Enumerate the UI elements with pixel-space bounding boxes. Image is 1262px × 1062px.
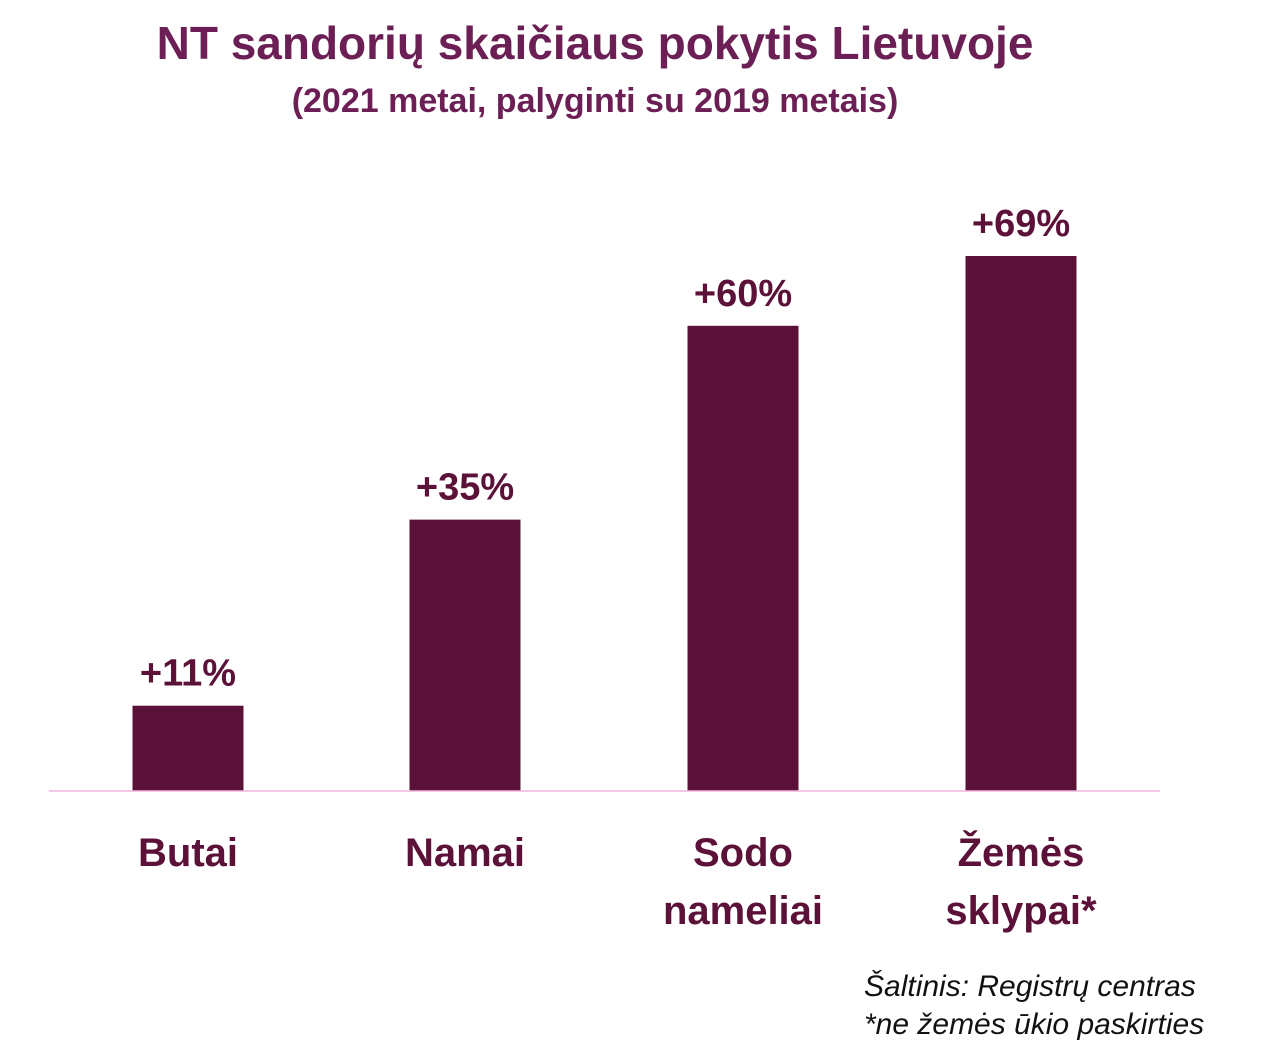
category-label-1-line-0: Namai	[405, 831, 525, 875]
data-label-1: +35%	[416, 467, 514, 509]
category-label-3-line-0: Žemės	[958, 829, 1085, 875]
category-label-0-line-0: Butai	[138, 831, 238, 875]
data-label-3: +69%	[972, 203, 1070, 245]
chart-subtitle: (2021 metai, palyginti su 2019 metais)	[291, 82, 899, 120]
bar-0	[132, 705, 244, 791]
asterisk-footnote: *ne žemės ūkio paskirties	[864, 1008, 1205, 1041]
labels-layer: +11% Butai +35% Namai +60% Sodo nameliai +69% Že…	[138, 203, 1097, 933]
data-label-0: +11%	[140, 653, 236, 695]
bar-3	[965, 256, 1077, 791]
bar-2	[687, 325, 799, 791]
category-label-3-line-1: sklypai*	[945, 889, 1097, 933]
category-label-2-line-0: Sodo	[693, 831, 793, 875]
chart-title: NT sandorių skaičiaus pokytis Lietuvoje	[156, 17, 1034, 69]
category-label-2-line-1: nameliai	[663, 889, 823, 933]
data-label-2: +60%	[694, 273, 792, 315]
bar-1	[409, 519, 521, 791]
source-footnote: Šaltinis: Registrų centras	[864, 970, 1196, 1003]
bars-layer	[132, 256, 1077, 791]
